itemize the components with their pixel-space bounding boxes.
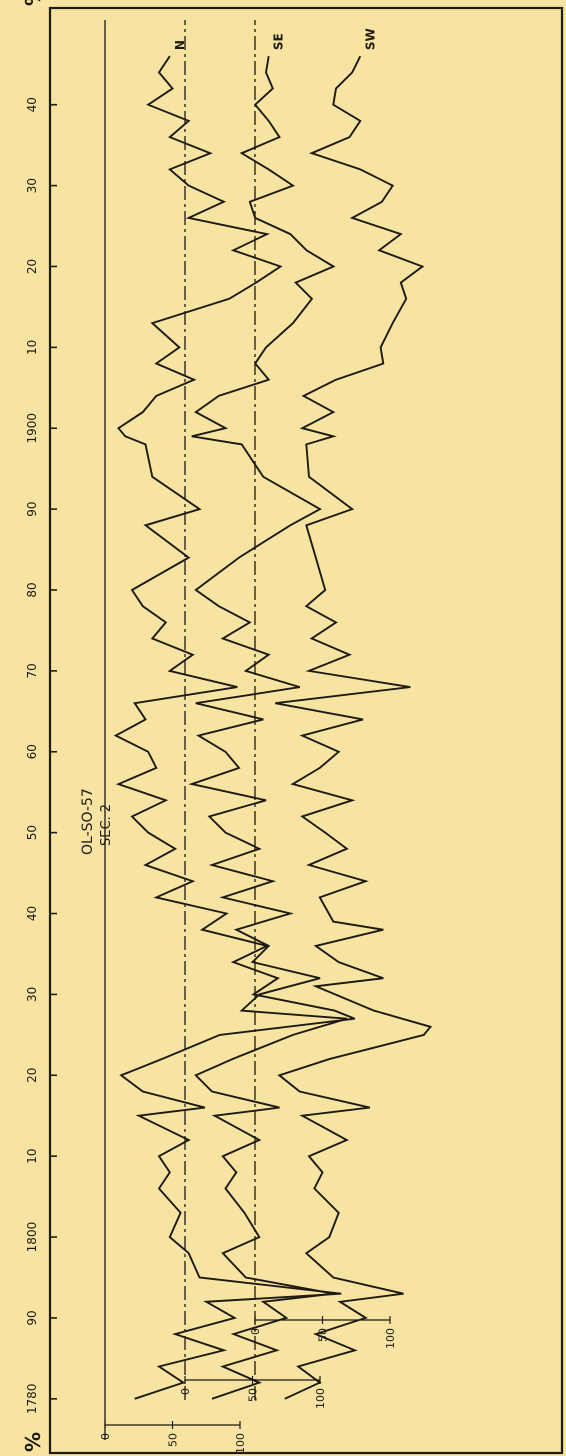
chart-frame	[48, 6, 564, 1455]
x-tick-label: 1800	[25, 1222, 39, 1253]
x-tick-label: 40	[25, 906, 39, 921]
series-line-n	[113, 55, 356, 1400]
series-lines	[113, 55, 433, 1400]
x-tick-label: 60	[25, 744, 39, 759]
x-tick-label: 30	[25, 178, 39, 193]
y-tick-label: 0	[99, 1433, 112, 1440]
x-tick-label: 70	[25, 663, 39, 678]
chart-subtitle: SEC. 2	[99, 804, 114, 846]
y-tick-label: 100	[384, 1328, 397, 1349]
series-labels: SW SE N	[173, 28, 377, 50]
y-tick-label: 0	[179, 1388, 192, 1395]
series-label-se: SE	[272, 33, 286, 50]
y-tick-label: 50	[167, 1433, 180, 1447]
x-axis: 1780 90 1800 10 20 30 40 50 60 70 80 90 1900 10 20 30 40	[25, 97, 57, 1414]
x-tick-label: 10	[25, 1149, 39, 1164]
x-tick-label: 90	[25, 501, 39, 516]
y-tick-label: 100	[314, 1388, 327, 1409]
x-tick-label: 80	[25, 582, 39, 597]
frame-symbol-top: %	[21, 0, 45, 6]
x-tick-label: 1780	[25, 1384, 39, 1415]
series-line-se	[188, 56, 348, 1400]
x-tick-label: 1900	[25, 413, 39, 444]
x-tick-label: 20	[25, 1068, 39, 1083]
x-tick-label: 40	[25, 97, 39, 112]
y-tick-label: 0	[249, 1328, 262, 1335]
y-tick-label: 100	[234, 1433, 247, 1454]
series-line-sw	[275, 55, 433, 1400]
series-label-sw: SW	[363, 28, 377, 50]
x-tick-label: 10	[25, 340, 39, 355]
y-tick-label: 50	[247, 1388, 260, 1402]
series-label-n: N	[173, 40, 187, 50]
x-tick-label: 30	[25, 987, 39, 1002]
axis-baselines	[104, 20, 256, 1440]
chart-title: OL-SO-57	[80, 788, 96, 855]
x-tick-label: 90	[25, 1310, 39, 1325]
x-tick-label: 20	[25, 259, 39, 274]
x-tick-label: 50	[25, 825, 39, 840]
frame-symbol-bottom: %	[21, 1432, 45, 1452]
